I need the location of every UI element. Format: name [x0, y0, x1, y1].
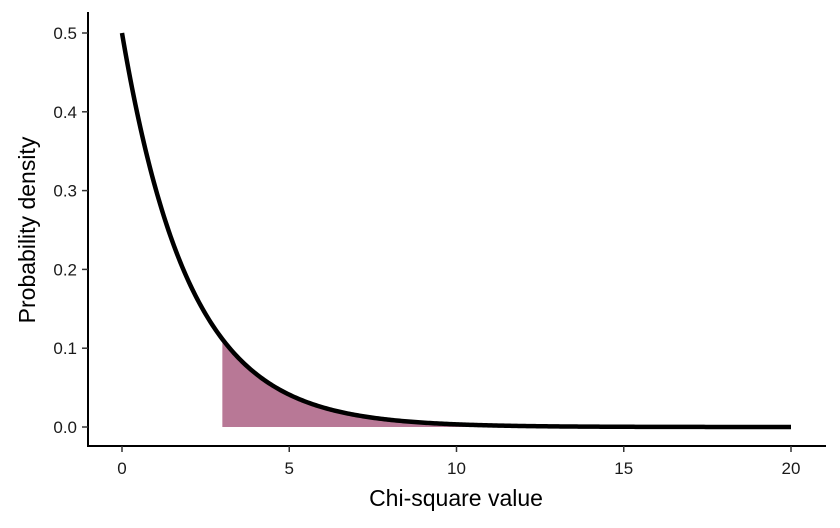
y-axis-ticks: 0.0 0.1 0.2 0.3 0.4 0.5 — [53, 24, 88, 437]
plot-area — [119, 32, 792, 430]
x-tick-label: 10 — [447, 459, 466, 478]
y-tick-label: 0.3 — [53, 182, 77, 201]
y-tick-label: 0.2 — [53, 260, 77, 279]
x-tick-label: 5 — [285, 459, 294, 478]
y-tick-label: 0.5 — [53, 24, 77, 43]
x-axis-ticks: 0 5 10 15 20 — [117, 446, 800, 478]
y-tick-label: 0.1 — [53, 339, 77, 358]
x-tick-label: 0 — [117, 459, 126, 478]
y-axis-title: Probability density — [14, 136, 40, 323]
x-tick-label: 15 — [614, 459, 633, 478]
x-tick-label: 20 — [782, 459, 801, 478]
y-tick-label: 0.4 — [53, 103, 77, 122]
density-curve — [119, 32, 792, 430]
shaded-tail-area — [222, 339, 792, 427]
x-axis-title: Chi-square value — [369, 485, 543, 511]
y-tick-label: 0.0 — [53, 418, 77, 437]
